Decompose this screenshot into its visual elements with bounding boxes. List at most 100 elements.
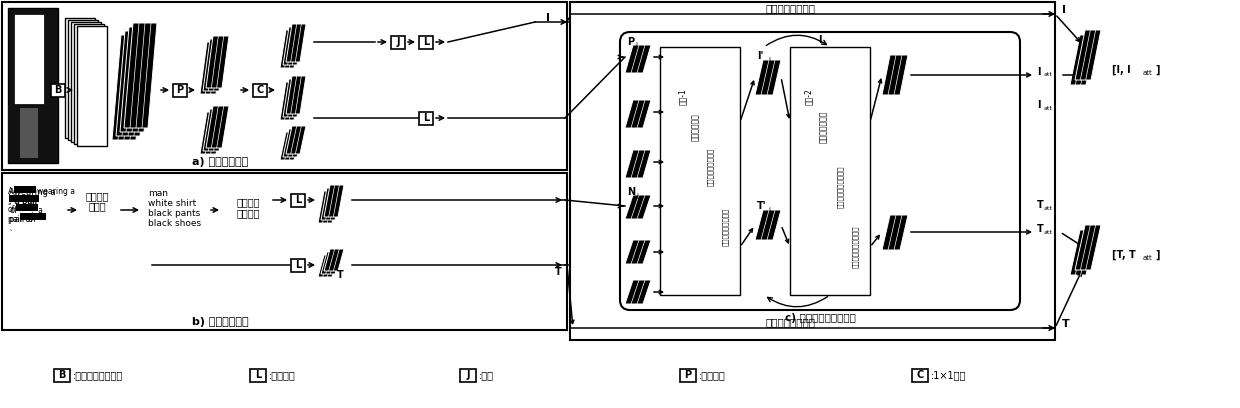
- Polygon shape: [203, 39, 226, 91]
- Polygon shape: [625, 195, 651, 219]
- Text: :骨干卷积神经网络: :骨干卷积神经网络: [73, 370, 123, 380]
- Bar: [51, 84, 64, 97]
- Text: of: of: [7, 206, 15, 215]
- Text: man: man: [148, 188, 167, 197]
- Polygon shape: [1070, 230, 1096, 275]
- Bar: [291, 259, 305, 271]
- Text: T: T: [1037, 224, 1044, 234]
- Bar: [460, 369, 476, 382]
- Polygon shape: [755, 210, 781, 240]
- Text: :均值池化: :均值池化: [699, 370, 725, 380]
- Bar: [20, 108, 38, 158]
- Polygon shape: [283, 27, 303, 65]
- Text: P: P: [684, 370, 692, 380]
- Polygon shape: [625, 280, 651, 304]
- Text: 双向循环: 双向循环: [237, 197, 259, 207]
- Text: att: att: [1044, 206, 1053, 211]
- Bar: [790, 47, 870, 295]
- Text: a) 图像编码模块: a) 图像编码模块: [192, 157, 248, 167]
- Text: ,  a pair: , a pair: [7, 197, 37, 206]
- Bar: [911, 369, 928, 382]
- Polygon shape: [117, 31, 149, 136]
- Bar: [14, 186, 36, 193]
- Text: :线性变换: :线性变换: [269, 370, 296, 380]
- Polygon shape: [286, 126, 306, 154]
- Text: 句括图像特征的: 句括图像特征的: [818, 111, 827, 143]
- Polygon shape: [280, 82, 300, 120]
- Polygon shape: [206, 36, 229, 88]
- Text: I: I: [818, 35, 822, 45]
- Text: 神经网络: 神经网络: [237, 208, 259, 218]
- Polygon shape: [882, 215, 908, 250]
- Polygon shape: [1070, 35, 1096, 85]
- Polygon shape: [280, 30, 300, 68]
- Polygon shape: [1075, 225, 1101, 270]
- Polygon shape: [286, 24, 306, 62]
- Text: T: T: [1061, 319, 1070, 329]
- Polygon shape: [203, 109, 226, 151]
- Text: L: L: [423, 37, 429, 47]
- Text: of: of: [9, 206, 17, 215]
- Text: T: T: [554, 267, 562, 277]
- Text: P: P: [627, 37, 634, 47]
- Text: wearing a: wearing a: [14, 188, 56, 197]
- Polygon shape: [321, 188, 341, 220]
- Text: T: T: [336, 270, 343, 280]
- Polygon shape: [317, 191, 339, 223]
- Text: .: .: [9, 224, 11, 233]
- Polygon shape: [625, 150, 651, 178]
- Polygon shape: [124, 23, 157, 128]
- Text: C: C: [257, 85, 264, 95]
- Bar: [55, 369, 69, 382]
- Bar: [570, 2, 1055, 340]
- Text: att: att: [1044, 106, 1053, 111]
- Text: ,  a: , a: [31, 206, 43, 215]
- Text: 上下文拥有的图像特征: 上下文拥有的图像特征: [837, 166, 843, 208]
- FancyBboxPatch shape: [620, 32, 1021, 310]
- Bar: [660, 47, 740, 295]
- Bar: [77, 26, 107, 146]
- Text: N: N: [627, 187, 635, 197]
- Polygon shape: [283, 79, 303, 117]
- Bar: [7, 8, 58, 163]
- Text: [T, T: [T, T: [1112, 250, 1136, 260]
- Text: 初始全局图像特征: 初始全局图像特征: [765, 3, 815, 13]
- Text: j: j: [768, 57, 770, 63]
- Text: A: A: [7, 188, 14, 197]
- Bar: [2, 2, 567, 170]
- Text: 提取器: 提取器: [88, 201, 105, 211]
- Text: 视觉语义词嵌入匹配: 视觉语义词嵌入匹配: [707, 148, 713, 186]
- Text: [I, I: [I, I: [1112, 65, 1131, 75]
- Polygon shape: [324, 249, 343, 271]
- Polygon shape: [206, 106, 229, 148]
- Bar: [74, 24, 104, 144]
- Bar: [391, 35, 405, 49]
- Text: J: J: [466, 370, 470, 380]
- Polygon shape: [324, 185, 343, 217]
- Text: j: j: [636, 193, 639, 199]
- Polygon shape: [200, 112, 223, 154]
- Text: att: att: [1143, 70, 1153, 76]
- Text: B: B: [58, 370, 66, 380]
- Text: :串联: :串联: [479, 370, 494, 380]
- Text: B: B: [55, 85, 62, 95]
- Polygon shape: [625, 100, 651, 128]
- Polygon shape: [1075, 30, 1101, 80]
- Text: 初始全局文本特征: 初始全局文本特征: [765, 317, 815, 327]
- Text: I: I: [1037, 100, 1040, 110]
- Polygon shape: [120, 27, 153, 132]
- Bar: [250, 369, 267, 382]
- Text: black pants: black pants: [148, 208, 200, 217]
- Text: 图像编码特征: 图像编码特征: [691, 113, 699, 141]
- Text: 上下文拥有的文本特征: 上下文拥有的文本特征: [852, 226, 858, 268]
- Bar: [71, 22, 100, 142]
- Text: ]: ]: [1154, 250, 1159, 260]
- Bar: [64, 18, 95, 138]
- Polygon shape: [200, 42, 223, 94]
- Bar: [419, 111, 433, 124]
- Bar: [680, 369, 696, 382]
- Polygon shape: [625, 45, 651, 73]
- Polygon shape: [625, 240, 651, 264]
- Bar: [174, 84, 187, 97]
- Text: L: L: [423, 113, 429, 123]
